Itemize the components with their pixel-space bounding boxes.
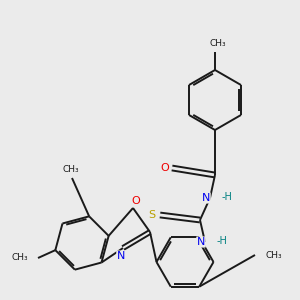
- Text: CH₃: CH₃: [11, 254, 28, 262]
- Text: CH₃: CH₃: [63, 164, 79, 173]
- Text: N: N: [117, 251, 125, 261]
- Text: -H: -H: [217, 236, 228, 246]
- Text: CH₃: CH₃: [210, 38, 226, 47]
- Text: N: N: [197, 237, 205, 247]
- Text: N: N: [202, 193, 210, 203]
- Text: CH₃: CH₃: [265, 250, 282, 260]
- Text: O: O: [132, 196, 140, 206]
- Text: -H: -H: [222, 192, 233, 202]
- Text: S: S: [148, 210, 156, 220]
- Text: O: O: [160, 163, 169, 173]
